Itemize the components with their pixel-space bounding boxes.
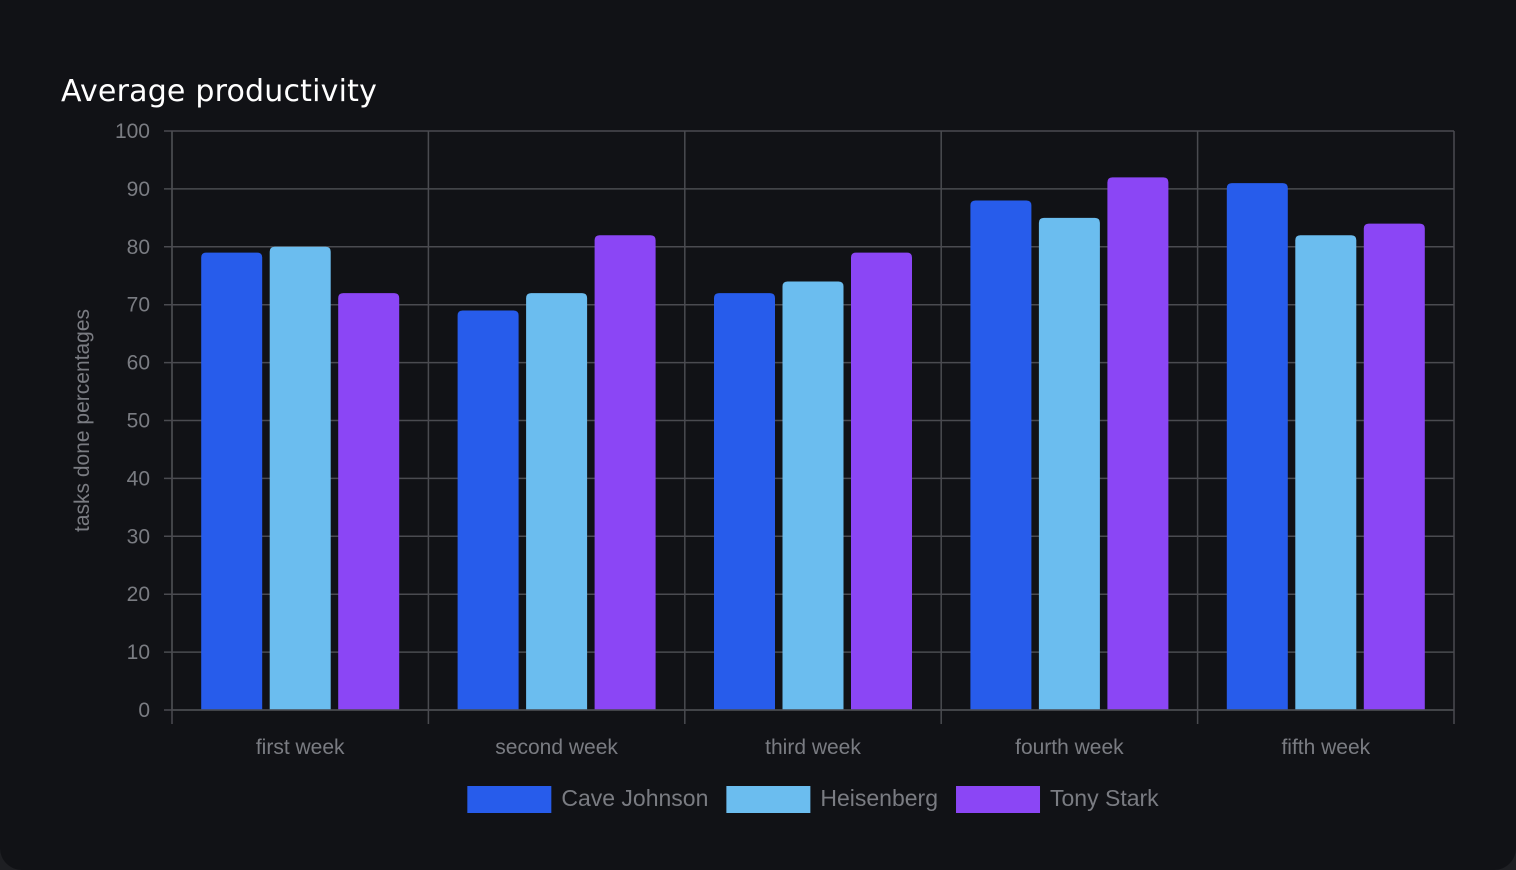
legend-label[interactable]: Cave Johnson bbox=[561, 785, 708, 811]
bar-tony-stark[interactable] bbox=[851, 252, 912, 710]
y-tick-label: 40 bbox=[127, 467, 150, 490]
bar-cave-johnson[interactable] bbox=[1226, 183, 1288, 711]
x-tick-label: fifth week bbox=[1281, 736, 1370, 759]
bar-heisenberg[interactable] bbox=[526, 293, 588, 710]
bar-tony-stark[interactable] bbox=[1107, 177, 1169, 710]
y-tick-label: 70 bbox=[127, 294, 150, 317]
bar-heisenberg[interactable] bbox=[1295, 235, 1357, 710]
legend-swatch[interactable] bbox=[726, 786, 811, 813]
bar-heisenberg[interactable] bbox=[782, 281, 844, 710]
bar-cave-johnson[interactable] bbox=[970, 200, 1032, 711]
x-tick-label: third week bbox=[765, 736, 861, 759]
chart-title: Average productivity bbox=[61, 74, 378, 109]
legend-swatch[interactable] bbox=[467, 786, 552, 813]
bar-tony-stark[interactable] bbox=[594, 235, 656, 710]
bar-cave-johnson[interactable] bbox=[201, 252, 263, 710]
bar-cave-johnson[interactable] bbox=[457, 310, 519, 710]
legend-swatch[interactable] bbox=[956, 786, 1041, 813]
y-tick-label: 80 bbox=[127, 236, 150, 259]
y-tick-label: 10 bbox=[127, 641, 150, 664]
x-tick-label: second week bbox=[495, 736, 618, 759]
legend-label[interactable]: Tony Stark bbox=[1050, 785, 1159, 811]
bar-tony-stark[interactable] bbox=[1363, 223, 1425, 710]
legend-label[interactable]: Heisenberg bbox=[820, 785, 938, 811]
y-tick-label: 100 bbox=[115, 120, 150, 143]
bar-tony-stark[interactable] bbox=[338, 293, 400, 710]
bar-cave-johnson[interactable] bbox=[714, 293, 775, 710]
y-tick-label: 60 bbox=[127, 352, 150, 375]
y-axis-title: tasks done percentages bbox=[71, 309, 94, 532]
bar-heisenberg[interactable] bbox=[269, 246, 331, 711]
bar-heisenberg[interactable] bbox=[1038, 217, 1100, 710]
y-tick-label: 20 bbox=[127, 583, 150, 606]
y-tick-label: 30 bbox=[127, 525, 150, 548]
y-tick-label: 90 bbox=[127, 178, 150, 201]
y-tick-label: 50 bbox=[127, 410, 150, 433]
x-tick-label: first week bbox=[256, 736, 345, 759]
y-tick-label: 0 bbox=[138, 699, 150, 722]
x-tick-label: fourth week bbox=[1015, 736, 1124, 759]
